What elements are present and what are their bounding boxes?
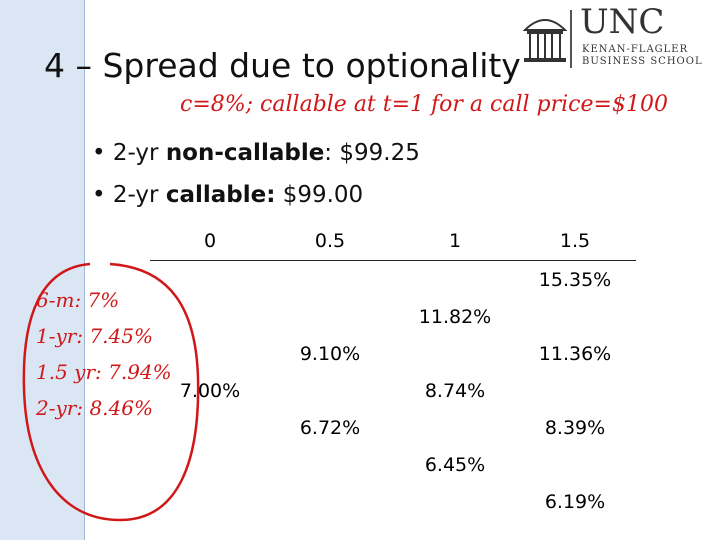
bullet: • 2-yr non-callable: $99.25	[92, 140, 420, 166]
rate-node: 6.72%	[299, 417, 361, 439]
bullet: • 2-yr callable: $99.00	[92, 182, 363, 208]
bullet-dot: •	[92, 140, 113, 166]
rate-node: 8.39%	[544, 417, 606, 439]
time-label: 0.5	[314, 230, 346, 252]
logo-name: UNC	[580, 2, 665, 42]
bullet-dot: •	[92, 182, 113, 208]
bullet-text: : $99.25	[324, 140, 420, 166]
bullet-text: callable:	[165, 182, 276, 208]
logo-divider	[570, 10, 572, 68]
handwritten-rate: 1-yr: 7.45%	[36, 324, 153, 348]
bullet-text: non-callable	[165, 140, 325, 166]
bullet-text: $99.00	[275, 182, 364, 208]
title: 4 – Spread due to optionality	[44, 46, 521, 85]
logo-mark	[522, 19, 568, 62]
rate-node: 7.00%	[179, 380, 241, 402]
rate-node: 11.36%	[538, 343, 612, 365]
bullet-text: 2-yr	[112, 140, 166, 166]
bullet-text: 2-yr	[112, 182, 166, 208]
rate-node: 6.45%	[424, 454, 486, 476]
rate-node: 8.74%	[424, 380, 486, 402]
rate-node: 11.82%	[418, 306, 492, 328]
tree-rule	[150, 260, 636, 261]
rate-node: 15.35%	[538, 269, 612, 291]
time-label: 1	[448, 230, 462, 252]
handwritten-rate: 6-m: 7%	[36, 288, 120, 312]
rate-node: 6.19%	[544, 491, 606, 513]
handwritten-rate: 1.5 yr: 7.94%	[36, 360, 172, 384]
time-label: 0	[203, 230, 217, 252]
logo-line: BUSINESS SCHOOL	[582, 56, 703, 67]
side-bar	[0, 0, 85, 540]
handwritten-note: c=8%; callable at t=1 for a call price=$…	[180, 92, 668, 117]
handwritten-rate: 2-yr: 8.46%	[36, 396, 153, 420]
rate-node: 9.10%	[299, 343, 361, 365]
hand-circle	[22, 262, 200, 522]
logo-line: KENAN-FLAGLER	[582, 44, 689, 55]
time-label: 1.5	[559, 230, 591, 252]
